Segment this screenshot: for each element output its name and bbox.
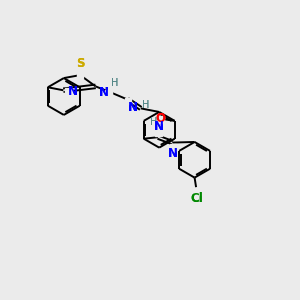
Text: N: N <box>168 147 178 160</box>
Text: S: S <box>76 57 84 70</box>
Text: N: N <box>128 101 138 114</box>
Text: H: H <box>150 117 158 128</box>
Text: H: H <box>150 117 158 128</box>
Bar <box>155 130 162 136</box>
Bar <box>125 98 131 104</box>
Text: N: N <box>154 120 164 133</box>
Text: N: N <box>98 86 108 99</box>
Text: S: S <box>76 57 84 70</box>
Text: H: H <box>142 100 149 110</box>
Text: Cl: Cl <box>190 192 203 205</box>
Bar <box>65 88 72 95</box>
Text: Cl: Cl <box>190 192 203 205</box>
Text: N: N <box>68 85 78 98</box>
Text: N: N <box>68 85 78 98</box>
Bar <box>157 116 164 123</box>
Bar <box>194 189 200 195</box>
Text: N: N <box>168 147 178 160</box>
Text: N: N <box>154 120 164 133</box>
Text: O: O <box>155 112 165 125</box>
Text: H: H <box>142 100 149 110</box>
Text: H: H <box>111 78 118 88</box>
Text: H: H <box>111 78 118 88</box>
Bar <box>169 144 176 151</box>
Text: N: N <box>128 101 138 114</box>
Text: O: O <box>155 112 165 125</box>
Bar <box>105 90 112 96</box>
Bar <box>77 72 83 78</box>
Text: N: N <box>98 86 108 99</box>
